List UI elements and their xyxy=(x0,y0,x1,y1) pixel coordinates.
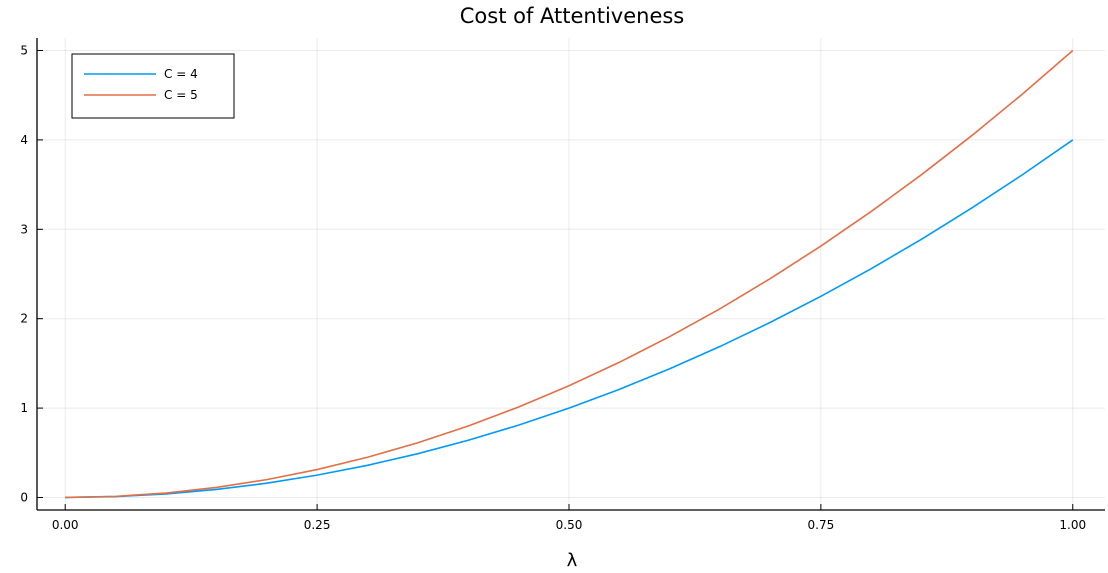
legend: C = 4 C = 5 xyxy=(71,53,235,119)
x-tick-label: 0.25 xyxy=(304,518,331,532)
tick-labels: 0.00 0.25 0.50 0.75 1.00 0 1 2 3 4 5 xyxy=(20,44,1086,532)
legend-label-1: C = 4 xyxy=(164,67,198,81)
x-tick-label: 0.00 xyxy=(52,518,79,532)
x-tick-label: 0.75 xyxy=(808,518,835,532)
x-tick-label: 0.50 xyxy=(556,518,583,532)
y-tick-label: 5 xyxy=(20,44,28,58)
y-tick-label: 4 xyxy=(20,133,28,147)
x-axis-label: λ xyxy=(567,550,578,571)
series-line-2 xyxy=(65,49,1074,499)
legend-label-2: C = 5 xyxy=(164,88,198,102)
y-tick-label: 3 xyxy=(20,222,28,236)
axes xyxy=(36,38,1105,511)
grid xyxy=(37,38,1105,510)
x-tick-label: 1.00 xyxy=(1059,518,1086,532)
series-group xyxy=(65,49,1074,499)
legend-box xyxy=(71,53,235,119)
y-tick-label: 0 xyxy=(20,490,28,504)
series-line-1 xyxy=(65,139,1074,499)
y-tick-label: 1 xyxy=(20,401,28,415)
y-tick-label: 2 xyxy=(20,312,28,326)
chart-title: Cost of Attentiveness xyxy=(460,4,685,28)
